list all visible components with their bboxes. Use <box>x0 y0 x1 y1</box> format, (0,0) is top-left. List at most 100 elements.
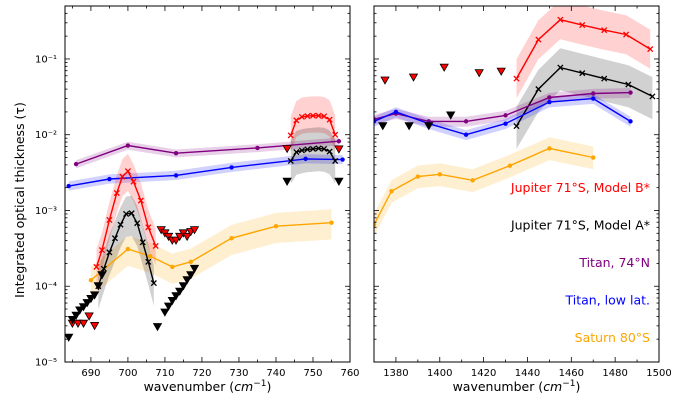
data-point-x <box>145 258 152 265</box>
data-point-x <box>150 280 157 287</box>
upper-limit-marker <box>496 67 506 76</box>
y-axis-title: Integrated optical thickness (τ) <box>12 102 27 298</box>
uncertainty-band <box>98 195 154 309</box>
data-point <box>303 156 308 162</box>
x-tick-label: 730 <box>229 368 248 379</box>
data-point <box>73 161 79 167</box>
data-point <box>273 224 279 229</box>
data-point-x <box>315 145 322 152</box>
upper-limit-marker <box>82 299 92 308</box>
data-point <box>340 157 345 162</box>
data-point <box>437 172 442 177</box>
data-point-x <box>579 22 586 29</box>
data-point-x <box>145 224 152 231</box>
data-point-x <box>625 81 632 88</box>
x-tick-label: 690 <box>81 368 100 379</box>
x-tick-label: 1460 <box>559 368 584 379</box>
uncertainty-band <box>290 96 336 153</box>
x-axis-title-unit: cm <box>234 379 253 394</box>
data-point <box>374 222 377 227</box>
x-tick-label: 1480 <box>602 368 627 379</box>
data-point-x <box>139 239 146 246</box>
uncertainty-band <box>96 153 156 287</box>
x-axis-title-unit: cm <box>543 379 562 394</box>
legend: Jupiter 71°S, Model B* Jupiter 71°S, Mode… <box>510 180 650 345</box>
data-point-x <box>100 265 107 272</box>
x-tick-label: 740 <box>266 368 285 379</box>
left-panel: 10⁻⁵ 10⁻⁴ 10⁻³ 10⁻² 10⁻¹ 690 700 710 720 730 740 75… <box>35 5 360 394</box>
x-axis-title-prefix: wavenumber ( <box>144 379 235 394</box>
data-point-x <box>130 178 137 185</box>
legend-entry: Titan, low lat. <box>565 293 650 308</box>
data-point-x <box>601 75 608 82</box>
upper-limit-marker <box>160 308 170 317</box>
data-point <box>503 113 508 118</box>
data-point <box>255 145 260 151</box>
data-point <box>107 176 112 182</box>
data-point <box>463 119 469 124</box>
data-point-x <box>113 189 120 197</box>
x-tick-label: 710 <box>155 368 174 379</box>
data-point-x <box>535 36 542 43</box>
x-axis-title-suffix: ) <box>576 379 581 394</box>
axes-frame <box>64 5 351 363</box>
upper-limit-marker <box>282 144 292 154</box>
y-tick-label: 10⁻⁴ <box>35 282 57 293</box>
upper-limit-marker <box>378 122 388 131</box>
legend-entry: Jupiter 71°S, Model B* <box>510 180 650 195</box>
data-point <box>125 143 131 148</box>
upper-limit-marker <box>97 271 107 280</box>
data-point <box>329 220 334 225</box>
y-tick-label: 10⁻² <box>35 130 57 141</box>
data-point-x <box>98 247 106 254</box>
data-point-x <box>304 113 311 120</box>
data-point-x <box>332 131 339 138</box>
plot-area <box>65 96 345 342</box>
x-tick-label: 700 <box>118 368 137 379</box>
series-line <box>374 91 631 123</box>
upper-limit-marker <box>175 232 185 242</box>
x-tick-label: 720 <box>192 368 211 379</box>
data-point-x <box>601 27 608 34</box>
data-point-x <box>152 242 159 250</box>
data-point-x <box>123 210 130 218</box>
data-point-x <box>649 93 656 100</box>
data-point <box>591 91 596 96</box>
data-point-x <box>321 145 328 152</box>
data-point <box>415 174 421 179</box>
data-point-x <box>287 132 294 139</box>
series-line <box>374 147 594 226</box>
data-point <box>628 119 633 124</box>
uncertainty-band <box>76 137 339 169</box>
data-point <box>591 155 596 160</box>
data-point-x <box>293 117 300 124</box>
data-point <box>229 165 234 170</box>
x-axis-title: wavenumber (cm−1) <box>144 379 272 394</box>
upper-limit-marker <box>282 177 292 187</box>
plot-area <box>374 6 656 237</box>
data-point <box>336 139 342 144</box>
data-point-x <box>326 116 333 123</box>
data-point <box>628 90 633 95</box>
data-point <box>173 151 179 156</box>
upper-limit-marker <box>89 321 100 331</box>
axes-frame <box>373 5 660 363</box>
x-tick-label: 1500 <box>646 368 671 379</box>
uncertainty-band <box>374 94 631 141</box>
data-point-x <box>137 197 144 204</box>
upper-limit-marker <box>73 319 83 329</box>
upper-limit-marker <box>182 232 192 242</box>
upper-limit-marker <box>186 271 196 280</box>
legend-entry: Jupiter 71°S, Model A* <box>510 218 650 233</box>
upper-limit-marker <box>84 312 94 321</box>
data-point-x <box>513 75 520 82</box>
upper-limit-marker <box>178 282 189 291</box>
series-line <box>90 222 332 281</box>
x-axis-title-suffix: ) <box>267 379 272 394</box>
upper-limit-marker <box>182 276 192 285</box>
upper-limit-marker <box>78 303 89 312</box>
data-point-x <box>315 112 322 119</box>
data-point-x <box>111 235 119 242</box>
upper-limit-marker <box>175 287 185 296</box>
